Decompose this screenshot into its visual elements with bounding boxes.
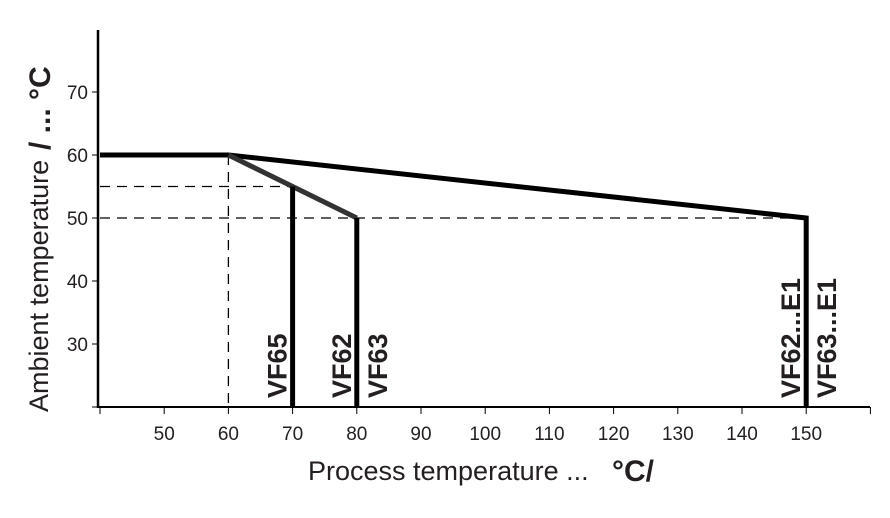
x-axis-unit: °C/: [612, 455, 655, 488]
series-label-vf62: VF62: [327, 333, 357, 398]
y-axis-unit: / ... °C: [24, 66, 57, 150]
x-axis-label: Process temperature ...: [308, 456, 589, 486]
x-tick-label-70: 70: [282, 424, 303, 445]
series-label-vf63: VF63: [363, 333, 393, 398]
x-tick-label-100: 100: [469, 424, 501, 445]
y-axis-label: Ambient temperature: [24, 160, 54, 412]
series-label-vf62-e1: VF62...E1: [776, 278, 806, 398]
series-lines: [100, 152, 809, 407]
line-e1-curve: [100, 152, 809, 407]
y-tick-label-40: 40: [67, 272, 88, 293]
x-tick-label-110: 110: [534, 424, 564, 445]
y-tick-label-60: 60: [67, 146, 88, 167]
reference-dashed-lines: [100, 155, 807, 407]
x-tick-label-50: 50: [154, 424, 175, 445]
series-label-vf63-e1: VF63...E1: [812, 278, 842, 398]
series-label-vf65: VF65: [263, 333, 293, 398]
x-tick-label-80: 80: [346, 424, 367, 445]
series-labels: VF65 VF62 VF63 VF62...E1 VF63...E1: [263, 278, 843, 398]
y-tick-label-30: 30: [67, 335, 88, 356]
axis-ticks: 50 60 70 80 90 100 110 120 130 140 150 30 40 50 60 70: [67, 83, 871, 445]
y-tick-label-50: 50: [67, 209, 88, 230]
x-tick-label-90: 90: [410, 424, 431, 445]
x-tick-label-120: 120: [598, 424, 630, 445]
x-tick-label-60: 60: [218, 424, 239, 445]
x-tick-label-130: 130: [662, 424, 694, 445]
x-tick-label-150: 150: [790, 424, 822, 445]
x-tick-label-140: 140: [726, 424, 758, 445]
y-tick-label-70: 70: [67, 83, 88, 104]
